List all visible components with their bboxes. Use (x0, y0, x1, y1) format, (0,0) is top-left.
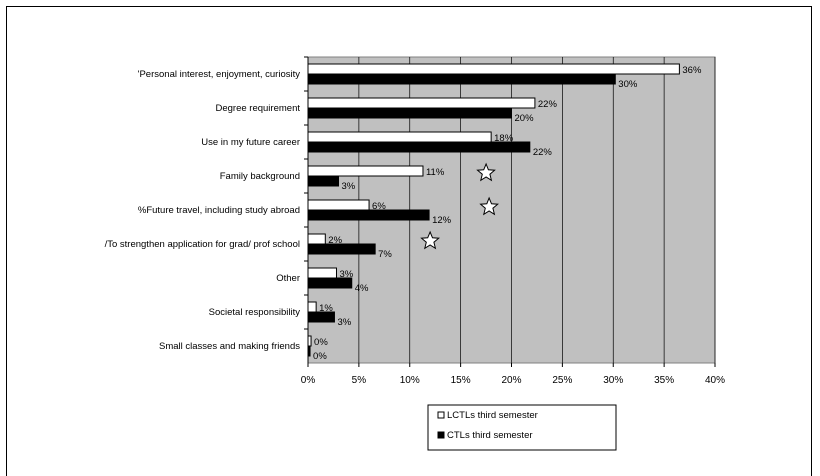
x-tick-label: 35% (654, 375, 674, 386)
data-label: 20% (515, 113, 535, 124)
legend-label: LCTLs third semester (447, 410, 538, 421)
data-label: 30% (618, 79, 638, 90)
x-tick-label: 40% (705, 375, 725, 386)
legend-box (427, 404, 617, 451)
bar (307, 345, 311, 357)
data-label: 3% (339, 269, 353, 280)
data-label: 1% (319, 303, 333, 314)
star-marker (479, 196, 499, 216)
category-label: Small classes and making friends (159, 341, 300, 352)
legend-swatch (437, 411, 445, 419)
category-label: Degree requirement (216, 103, 301, 114)
bar (307, 243, 376, 255)
data-label: 22% (533, 147, 553, 158)
bar (307, 73, 616, 85)
category-label: Societal responsibility (209, 307, 301, 318)
data-label: 22% (538, 99, 558, 110)
x-tick-label: 0% (301, 375, 316, 386)
data-label: 3% (337, 317, 351, 328)
x-tick-label: 20% (501, 375, 521, 386)
x-tick-label: 10% (400, 375, 420, 386)
x-tick-label: 25% (552, 375, 572, 386)
data-label: 11% (426, 167, 445, 178)
category-label: 'Personal interest, enjoyment, curiosity (138, 69, 301, 80)
bar (307, 175, 340, 187)
data-label: 6% (372, 201, 386, 212)
bar (307, 165, 424, 177)
data-label: 36% (682, 65, 702, 76)
data-label: 12% (432, 215, 452, 226)
bar (307, 199, 370, 211)
data-label: 4% (355, 283, 369, 294)
bar (307, 131, 492, 143)
x-tick-label: 15% (451, 375, 471, 386)
data-label: 7% (378, 249, 392, 260)
bar (307, 97, 536, 109)
legend-label: CTLs third semester (447, 430, 533, 441)
bar (307, 209, 430, 221)
x-tick-label: 5% (352, 375, 367, 386)
bar (307, 301, 317, 313)
category-label: Other (276, 273, 300, 284)
category-label: Use in my future career (201, 137, 300, 148)
star-marker (476, 162, 496, 182)
category-label: %Future travel, including study abroad (138, 205, 300, 216)
bar (307, 267, 337, 279)
bar (307, 311, 335, 323)
data-label: 0% (313, 351, 327, 362)
data-label: 2% (328, 235, 342, 246)
bar (307, 233, 326, 245)
x-tick-label: 30% (603, 375, 623, 386)
data-label: 0% (314, 337, 328, 348)
star-marker (420, 230, 440, 250)
data-label: 18% (494, 133, 514, 144)
category-label: /To strengthen application for grad/ pro… (105, 239, 300, 250)
legend-swatch (437, 431, 445, 439)
bar (307, 141, 531, 153)
bar (307, 107, 512, 119)
data-label: 3% (342, 181, 356, 192)
bar (307, 63, 680, 75)
bar (307, 277, 353, 289)
bar (307, 335, 312, 347)
category-label: Family background (220, 171, 300, 182)
